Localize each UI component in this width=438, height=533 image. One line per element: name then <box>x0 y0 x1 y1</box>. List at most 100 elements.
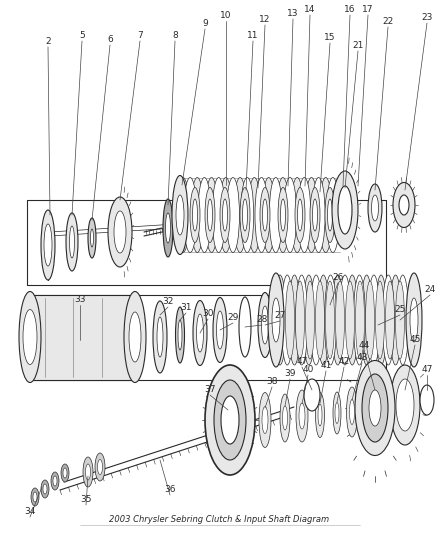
Ellipse shape <box>311 177 325 253</box>
Text: 35: 35 <box>80 496 92 505</box>
Ellipse shape <box>294 188 304 243</box>
Ellipse shape <box>279 394 290 442</box>
Ellipse shape <box>325 281 334 359</box>
Text: 25: 25 <box>393 305 405 314</box>
Text: 31: 31 <box>180 303 191 312</box>
Ellipse shape <box>216 311 223 349</box>
Ellipse shape <box>212 297 226 362</box>
Ellipse shape <box>114 211 126 253</box>
Ellipse shape <box>353 275 364 365</box>
Ellipse shape <box>331 275 343 365</box>
Ellipse shape <box>283 177 296 253</box>
Ellipse shape <box>192 199 197 231</box>
Ellipse shape <box>191 177 203 253</box>
Ellipse shape <box>395 379 413 431</box>
Ellipse shape <box>396 275 408 365</box>
Text: 13: 13 <box>286 10 298 19</box>
Ellipse shape <box>280 199 285 231</box>
Ellipse shape <box>219 177 232 253</box>
Ellipse shape <box>172 175 187 254</box>
Text: 6: 6 <box>107 36 113 44</box>
Ellipse shape <box>240 177 253 253</box>
Ellipse shape <box>261 407 267 433</box>
Ellipse shape <box>305 281 314 359</box>
Text: 33: 33 <box>74 295 85 304</box>
Ellipse shape <box>355 281 364 359</box>
Text: 8: 8 <box>172 31 177 41</box>
Ellipse shape <box>374 275 386 365</box>
Ellipse shape <box>268 177 282 253</box>
Ellipse shape <box>176 177 189 253</box>
Ellipse shape <box>220 396 238 444</box>
Ellipse shape <box>162 199 173 257</box>
Ellipse shape <box>345 281 354 359</box>
Ellipse shape <box>295 390 307 442</box>
Ellipse shape <box>129 312 141 362</box>
Ellipse shape <box>196 314 203 352</box>
Ellipse shape <box>198 177 210 253</box>
Ellipse shape <box>315 281 324 359</box>
Ellipse shape <box>368 390 380 426</box>
Ellipse shape <box>335 281 344 359</box>
Ellipse shape <box>165 213 170 243</box>
Ellipse shape <box>297 177 310 253</box>
Ellipse shape <box>88 218 96 258</box>
Ellipse shape <box>360 275 372 365</box>
Ellipse shape <box>277 188 287 243</box>
Text: 10: 10 <box>220 12 231 20</box>
Ellipse shape <box>177 320 182 350</box>
Text: 39: 39 <box>283 369 295 378</box>
Ellipse shape <box>41 480 49 498</box>
Ellipse shape <box>207 199 212 231</box>
Ellipse shape <box>346 387 357 437</box>
Ellipse shape <box>324 275 336 365</box>
Text: 7: 7 <box>137 31 142 41</box>
Ellipse shape <box>267 273 283 367</box>
Ellipse shape <box>398 195 408 215</box>
Text: 41: 41 <box>320 361 331 370</box>
Text: 2: 2 <box>45 37 51 46</box>
Ellipse shape <box>247 177 260 253</box>
Ellipse shape <box>409 298 417 342</box>
Ellipse shape <box>361 374 387 442</box>
Ellipse shape <box>298 403 304 429</box>
Ellipse shape <box>176 195 184 235</box>
Text: 36: 36 <box>164 486 175 495</box>
Text: 21: 21 <box>352 42 363 51</box>
Ellipse shape <box>258 392 270 448</box>
Text: 42: 42 <box>338 358 349 367</box>
Ellipse shape <box>349 400 354 424</box>
Ellipse shape <box>262 199 267 231</box>
Ellipse shape <box>381 275 393 365</box>
Text: 30: 30 <box>202 310 213 319</box>
Ellipse shape <box>183 177 196 253</box>
Ellipse shape <box>108 197 132 267</box>
Text: 2003 Chrysler Sebring Clutch & Input Shaft Diagram: 2003 Chrysler Sebring Clutch & Input Sha… <box>109 515 328 524</box>
Ellipse shape <box>317 275 328 365</box>
Ellipse shape <box>222 199 227 231</box>
Ellipse shape <box>190 188 200 243</box>
Ellipse shape <box>324 188 334 243</box>
Ellipse shape <box>290 177 303 253</box>
Ellipse shape <box>23 310 37 365</box>
Ellipse shape <box>213 380 245 460</box>
Text: 22: 22 <box>381 18 393 27</box>
Ellipse shape <box>272 298 279 342</box>
Ellipse shape <box>233 177 246 253</box>
Text: 29: 29 <box>227 313 238 322</box>
Ellipse shape <box>309 275 321 365</box>
Text: 24: 24 <box>424 286 434 295</box>
Ellipse shape <box>175 307 184 363</box>
Ellipse shape <box>327 199 332 231</box>
Ellipse shape <box>66 213 78 271</box>
Ellipse shape <box>261 177 275 253</box>
Ellipse shape <box>261 306 268 344</box>
Ellipse shape <box>193 301 207 366</box>
Ellipse shape <box>312 199 317 231</box>
Text: 47: 47 <box>420 366 432 375</box>
Text: 47: 47 <box>296 358 307 367</box>
Polygon shape <box>30 295 135 380</box>
Ellipse shape <box>337 186 351 234</box>
Ellipse shape <box>354 360 394 456</box>
Ellipse shape <box>405 273 421 367</box>
